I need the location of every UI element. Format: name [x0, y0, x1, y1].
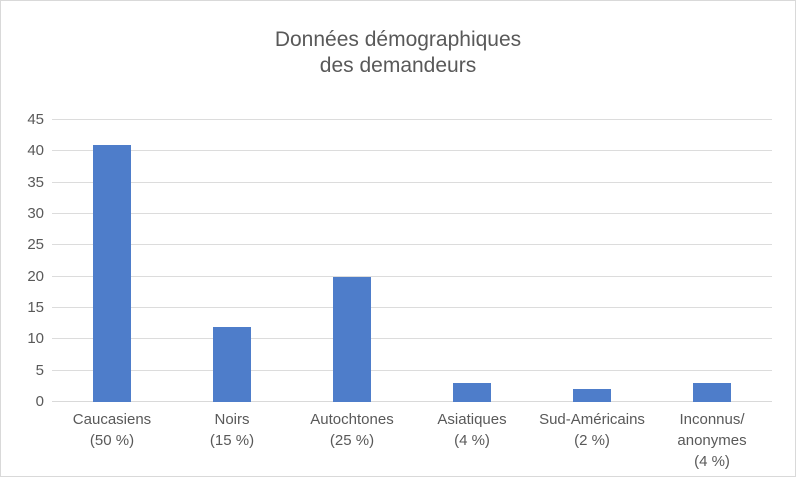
gridline: [52, 244, 772, 246]
bar-inconnus-anonymes: [693, 383, 731, 402]
y-tick-label: 20: [27, 267, 44, 285]
y-tick-label: 5: [35, 361, 44, 379]
x-axis-labels: Caucasiens (50 %) Noirs (15 %) Autochtones…: [52, 409, 772, 472]
x-category-label-autochtones: Autochtones (25 %): [310, 411, 394, 449]
y-tick-label: 40: [27, 142, 44, 160]
y-tick-label: 15: [27, 299, 44, 317]
y-tick-label: 10: [27, 330, 44, 348]
gridline: [52, 150, 772, 152]
chart-title-line-2: des demandeurs: [319, 54, 477, 77]
gridline: [52, 338, 772, 340]
bar-caucasiens: [92, 145, 131, 402]
y-tick-label: 25: [27, 236, 44, 254]
x-axis-line: [52, 401, 772, 402]
x-category-label-caucasiens: Caucasiens (50 %): [72, 411, 152, 449]
y-tick-label: 35: [27, 173, 44, 191]
y-tick-label: 0: [35, 393, 44, 410]
chart-title: Données démographiques des demandeurs: [1, 27, 795, 79]
gridline: [52, 119, 772, 120]
y-tick-label: 30: [27, 205, 44, 223]
x-category-label-asiatiques: Asiatiques (4 %): [437, 411, 507, 449]
gridline: [52, 307, 772, 308]
x-category-label-inconnus-anonymes: Inconnus/ anonymes (4 %): [677, 411, 747, 470]
gridline: [52, 369, 772, 371]
bar-autochtones: [333, 276, 371, 402]
gridline: [52, 213, 772, 214]
gridline: [52, 181, 772, 183]
y-tick-label: 45: [27, 111, 44, 128]
gridline: [52, 275, 772, 277]
bar-sud-americains: [573, 389, 611, 402]
chart-title-line-1: Données démographiques: [274, 28, 522, 51]
bar-noirs: [213, 326, 251, 402]
x-category-label-noirs: Noirs (15 %): [209, 411, 255, 449]
bar-asiatiques: [453, 383, 491, 402]
plot-area: [52, 119, 772, 402]
x-category-label-sud-americains: Sud-Américains (2 %): [539, 411, 645, 449]
y-axis: 0 5 10 15 20 25 30 35 40 45: [1, 111, 44, 410]
